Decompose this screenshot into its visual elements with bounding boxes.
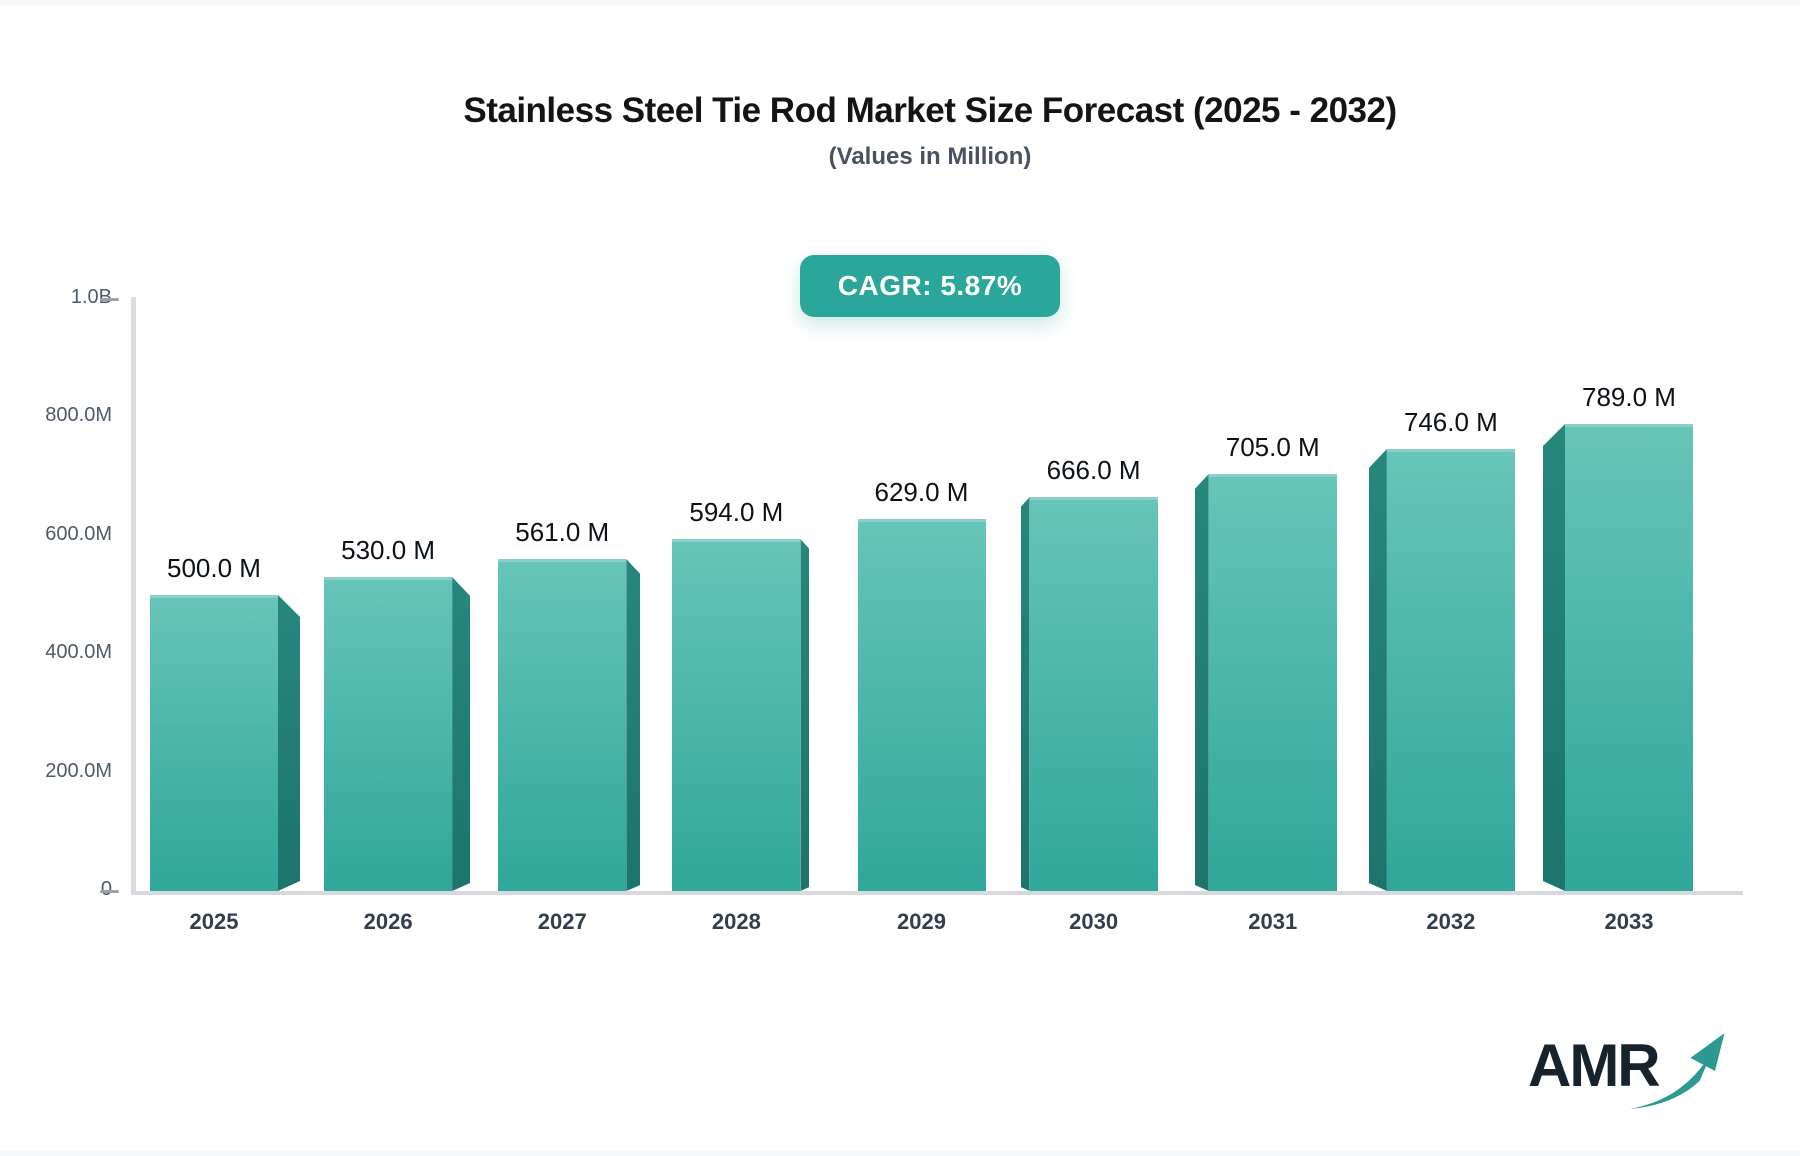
cagr-badge-wrap: CAGR: 5.87%	[90, 255, 1770, 317]
bar-value-label: 746.0 M	[1403, 407, 1498, 437]
x-axis-label-2029: 2029	[897, 909, 946, 934]
bar-2032[interactable]	[1386, 449, 1515, 891]
chart-subtitle: (Values in Million)	[828, 143, 1032, 170]
bar-2026[interactable]	[324, 577, 453, 891]
y-axis-line	[131, 297, 136, 893]
x-axis-label-2026: 2026	[363, 909, 413, 934]
bar-value-label: 789.0 M	[1582, 382, 1676, 412]
bar-side-2032	[1369, 449, 1387, 891]
bar-value-label: 594.0 M	[689, 497, 784, 527]
bar-side-2025	[278, 595, 300, 891]
bar-value-label: 705.0 M	[1225, 432, 1320, 462]
bar-2027[interactable]	[498, 559, 627, 891]
bar-2031[interactable]	[1208, 474, 1337, 891]
y-axis-label: 800.0M	[45, 404, 112, 427]
bar-side-2033	[1543, 424, 1565, 891]
cagr-badge: CAGR: 5.87%	[799, 255, 1061, 317]
y-axis-label: 1.0B	[70, 286, 112, 308]
bar-side-2026	[452, 577, 470, 891]
x-axis-label-2028: 2028	[711, 909, 761, 934]
growth-arrow-icon	[1629, 1033, 1725, 1109]
bar-2030[interactable]	[1029, 497, 1158, 891]
chart-header: Stainless Steel Tie Rod Market Size Fore…	[90, 91, 1770, 171]
y-axis-tick	[100, 890, 119, 893]
amr-logo-text: AMR	[1528, 1032, 1661, 1099]
bar-value-label: 629.0 M	[874, 477, 969, 507]
x-axis-label-2025: 2025	[189, 909, 239, 934]
x-axis-label-2033: 2033	[1604, 909, 1654, 934]
bar-2028[interactable]	[672, 539, 801, 891]
y-axis-label: 400.0M	[45, 641, 112, 664]
bar-2029[interactable]	[857, 519, 986, 891]
x-axis-label-2032: 2032	[1426, 909, 1476, 934]
x-axis-label-2031: 2031	[1248, 909, 1298, 934]
bar-side-2030	[1021, 497, 1030, 891]
bar-side-2031	[1195, 474, 1209, 891]
bar-value-label: 500.0 M	[167, 553, 261, 583]
bar-value-label: 561.0 M	[515, 517, 610, 547]
x-axis-label-2030: 2030	[1069, 909, 1119, 934]
x-axis-label-2027: 2027	[537, 909, 587, 934]
bar-2033[interactable]	[1565, 424, 1693, 891]
y-axis-label: 600.0M	[45, 522, 112, 545]
bar-value-label: 530.0 M	[341, 535, 436, 565]
y-axis-label: 0	[100, 878, 112, 900]
bar-side-2028	[800, 539, 809, 891]
amr-logo: AMR	[1528, 1031, 1748, 1131]
bar-side-2027	[626, 559, 640, 891]
bar-2025[interactable]	[150, 595, 278, 891]
bar-value-label: 666.0 M	[1046, 455, 1141, 485]
y-axis-tick	[100, 298, 119, 301]
x-axis-line	[131, 891, 1743, 895]
y-axis-label: 200.0M	[45, 759, 112, 782]
chart-title: Stainless Steel Tie Rod Market Size Fore…	[463, 91, 1397, 130]
